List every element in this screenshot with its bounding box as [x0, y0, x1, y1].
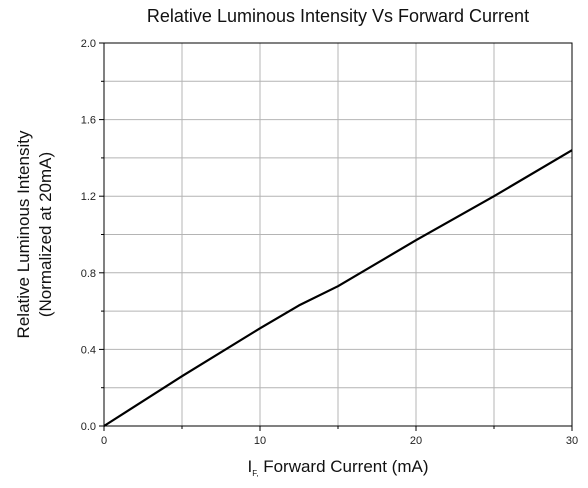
x-axis-label-main: I: [248, 457, 253, 476]
x-tick-label: 10: [254, 435, 266, 447]
y-tick-label: 1.6: [81, 115, 96, 127]
tick-labels: 0 10 20 30 0.0 0.4 0.8 1.2 1.6 2.0: [81, 38, 578, 447]
x-axis-label-subscript: F,: [252, 469, 258, 478]
x-tick-label: 30: [566, 435, 578, 447]
series-layer: [103, 149, 573, 427]
x-axis-label-rest: Forward Current (mA): [258, 457, 428, 476]
x-axis-label: IF, Forward Current (mA): [248, 457, 429, 478]
x-tick-label: 0: [101, 435, 107, 447]
chart-title: Relative Luminous Intensity Vs Forward C…: [147, 6, 529, 26]
axes: [99, 42, 573, 431]
y-tick-label: 0.0: [81, 421, 96, 433]
y-tick-label: 0.8: [81, 268, 96, 280]
series-line: [103, 149, 573, 427]
y-tick-label: 1.2: [81, 191, 96, 203]
y-axis-label-line-1: Relative Luminous Intensity: [14, 130, 33, 338]
y-axis-label-line-2: (Normalized at 20mA): [36, 152, 55, 317]
y-tick-label: 2.0: [81, 38, 96, 50]
grid: [104, 43, 572, 426]
y-tick-label: 0.4: [81, 344, 96, 356]
x-tick-label: 20: [410, 435, 422, 447]
